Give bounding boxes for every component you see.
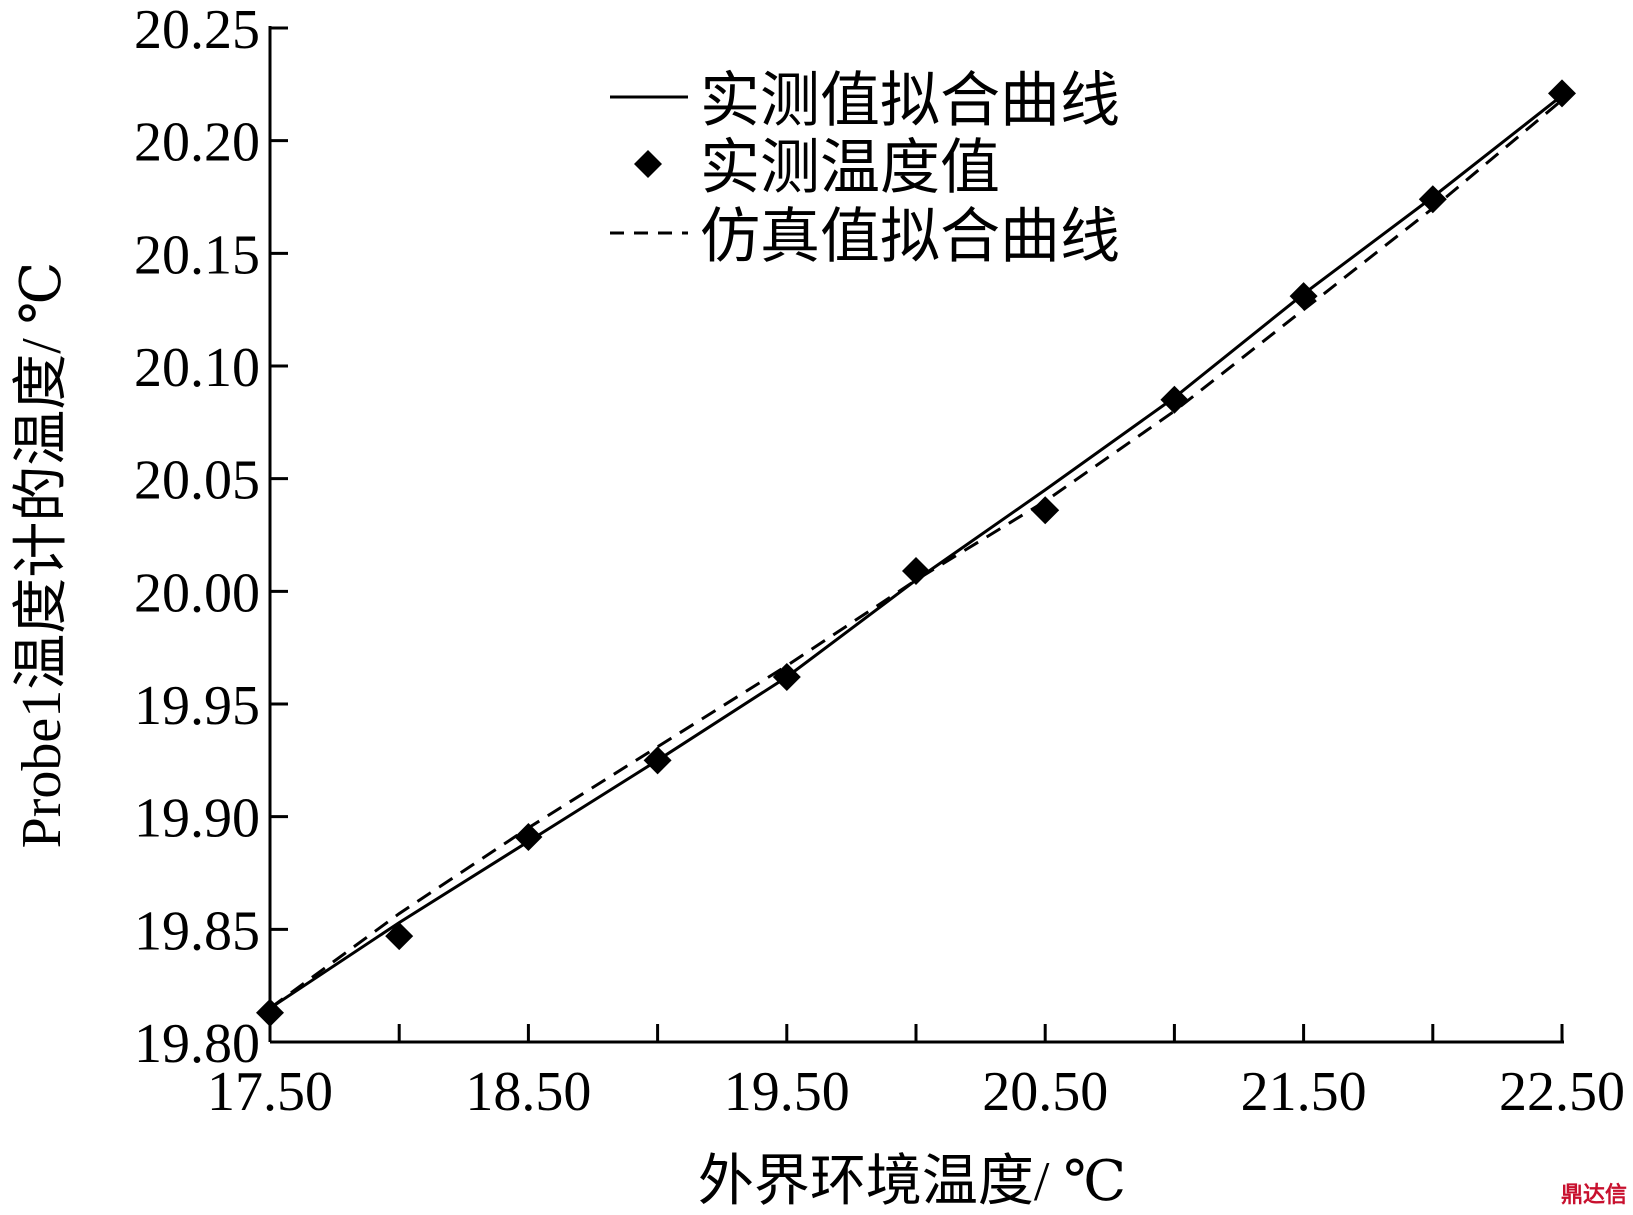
data-point: [514, 822, 543, 851]
y-tick-label: 19.95: [134, 675, 260, 737]
legend-label: 实测值拟合曲线: [700, 68, 1120, 134]
y-tick-label: 19.90: [134, 788, 260, 850]
data-point: [1289, 282, 1318, 311]
watermark-logo: 鼎达信: [1560, 1183, 1627, 1208]
data-markers: [256, 79, 1576, 1027]
y-tick-label: 20.15: [134, 224, 260, 286]
legend-label: 实测温度值: [700, 135, 1000, 201]
data-point: [772, 662, 801, 691]
data-point: [1548, 79, 1576, 108]
x-tick-label: 17.50: [207, 1061, 333, 1123]
y-tick-label: 20.25: [134, 0, 260, 61]
legend-label: 仿真值拟合曲线: [700, 204, 1120, 270]
data-point: [902, 557, 930, 586]
x-tick-label: 19.50: [724, 1061, 850, 1123]
x-tick-label: 21.50: [1241, 1061, 1367, 1123]
y-tick-label: 19.85: [134, 900, 260, 962]
x-axis-ticks: 17.50 18.50 19.50 20.50 21.50 22.50: [207, 1024, 1625, 1123]
x-axis-label: 外界环境温度/ ℃: [698, 1151, 1126, 1213]
data-point: [1160, 385, 1189, 414]
y-axis-label: Probe1温度计的温度/ ℃: [11, 262, 73, 849]
data-point: [1031, 496, 1060, 525]
data-point: [643, 746, 672, 775]
x-tick-label: 18.50: [465, 1061, 591, 1123]
y-tick-label: 20.05: [134, 450, 260, 512]
data-point: [1418, 185, 1447, 214]
x-tick-label: 22.50: [1499, 1061, 1625, 1123]
data-point: [385, 922, 414, 951]
y-axis-ticks: 19.80 19.85 19.90 19.95 20.00 20.05 20.10 20.15…: [134, 0, 288, 1075]
legend-marker-diamond: [634, 150, 662, 178]
data-point: [256, 998, 284, 1027]
y-tick-label: 19.80: [134, 1013, 260, 1075]
x-tick-label: 20.50: [982, 1061, 1108, 1123]
y-tick-label: 20.00: [134, 562, 260, 624]
simulated-fit-line: [269, 98, 1563, 1010]
y-tick-label: 20.10: [134, 337, 260, 399]
y-tick-label: 20.20: [134, 112, 260, 174]
